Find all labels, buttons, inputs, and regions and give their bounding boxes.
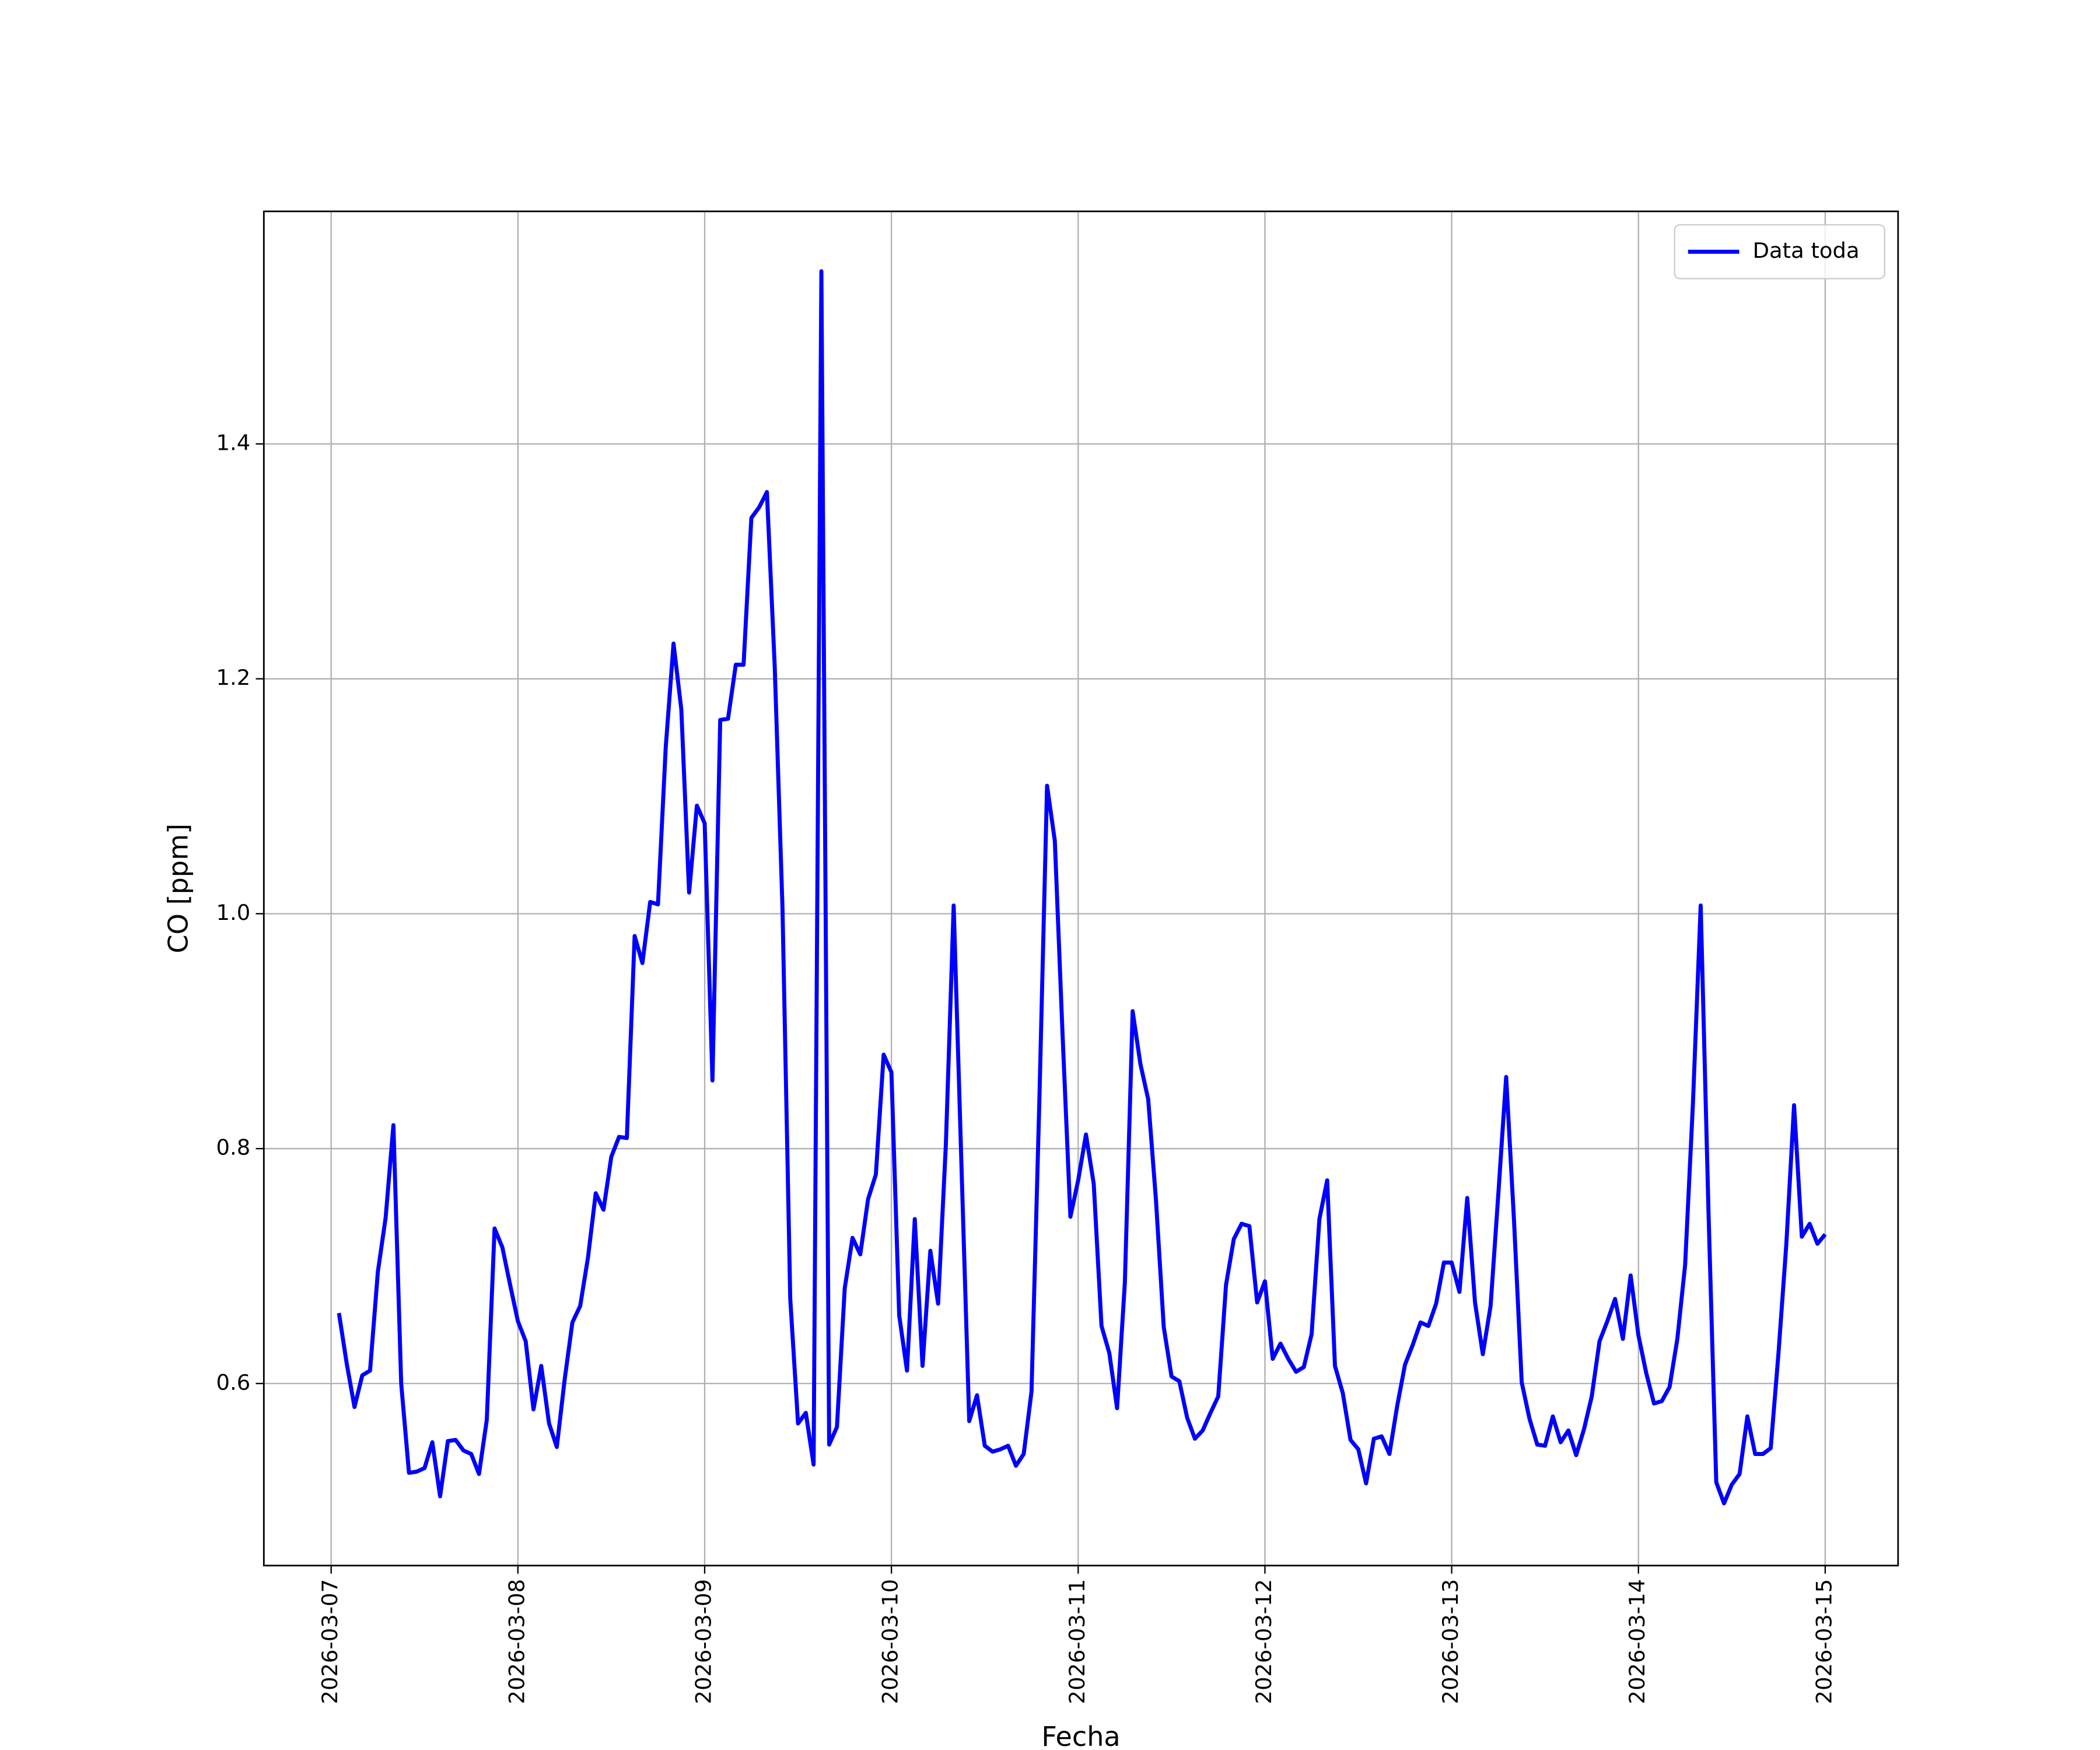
x-axis-label: Fecha [1041, 1721, 1120, 1750]
y-tick-label: 1.2 [216, 665, 251, 690]
x-tick-label: 2026-03-12 [1251, 1579, 1276, 1704]
x-tick-label: 2026-03-08 [504, 1579, 529, 1704]
legend-box [1674, 224, 1885, 279]
y-tick-label: 1.4 [216, 430, 251, 455]
y-tick-label: 0.8 [216, 1135, 251, 1160]
x-tick-label: 2026-03-15 [1811, 1579, 1836, 1704]
y-axis-label: CO [ppm] [163, 824, 194, 954]
legend-label: Data toda [1753, 238, 1860, 263]
plot-frame [262, 210, 1899, 1567]
data-line [337, 269, 1827, 1506]
x-tick-label: 2026-03-11 [1065, 1579, 1090, 1704]
y-tick-label: 0.6 [216, 1370, 251, 1395]
x-tick-label: 2026-03-13 [1438, 1579, 1463, 1704]
y-tick-label: 1.0 [216, 900, 251, 925]
x-tick-label: 2026-03-14 [1625, 1579, 1650, 1704]
x-tick-label: 2026-03-09 [691, 1579, 716, 1704]
x-tick-label: 2026-03-10 [878, 1579, 903, 1704]
x-tick-label: 2026-03-07 [317, 1579, 342, 1704]
